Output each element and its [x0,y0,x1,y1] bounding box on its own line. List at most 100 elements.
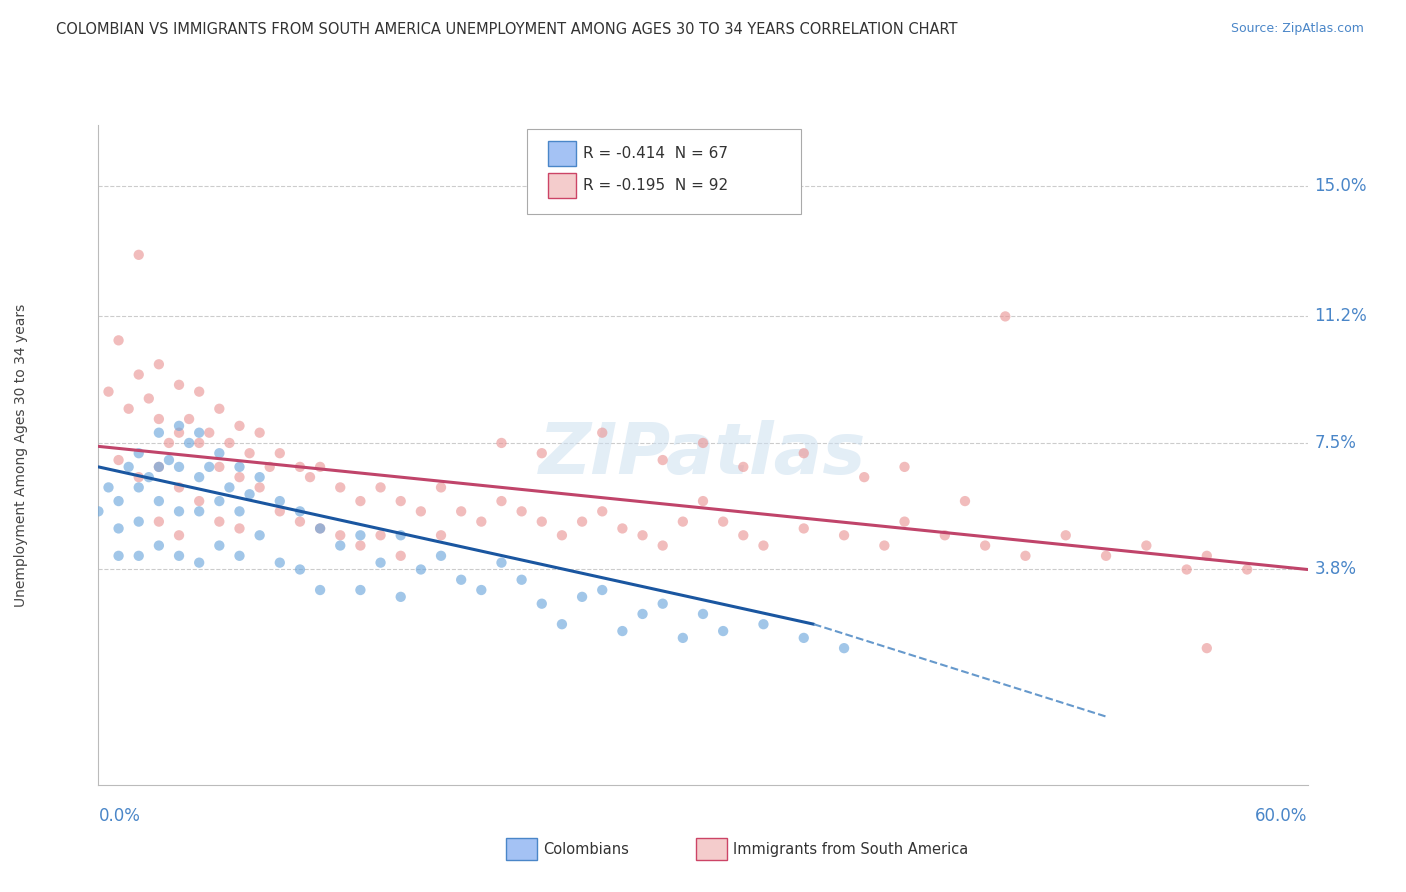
Point [530,515,553,529]
Point [591,425,613,440]
Point [208,494,231,508]
Point [128,368,150,382]
Point [349,539,371,553]
Point [188,436,211,450]
Point [470,515,492,529]
Text: R = -0.195  N = 92: R = -0.195 N = 92 [583,178,728,193]
Text: Unemployment Among Ages 30 to 34 years: Unemployment Among Ages 30 to 34 years [14,303,28,607]
Point [249,528,271,542]
Point [571,515,593,529]
Point [309,521,332,535]
Text: R = -0.414  N = 67: R = -0.414 N = 67 [583,146,728,161]
Point [157,436,180,450]
Point [953,494,976,508]
Text: ZIPatlas: ZIPatlas [540,420,866,490]
Point [208,446,231,460]
Point [228,418,250,433]
Point [651,539,673,553]
Point [128,549,150,563]
Point [974,539,997,553]
Point [188,556,211,570]
Point [349,528,371,542]
Point [733,459,755,474]
Text: Immigrants from South America: Immigrants from South America [733,842,967,856]
Point [631,528,654,542]
Point [612,521,634,535]
Point [329,539,352,553]
Point [389,528,412,542]
Point [1175,562,1198,576]
Point [510,504,533,518]
Point [269,494,291,508]
Point [329,528,352,542]
Point [1195,549,1218,563]
Point [934,528,956,542]
Point [188,504,211,518]
Point [309,582,332,597]
Point [631,607,654,621]
Point [430,549,453,563]
Point [208,401,231,416]
Point [218,480,240,494]
Point [128,446,150,460]
Point [148,357,170,371]
Point [692,436,714,450]
Point [873,539,896,553]
Point [692,607,714,621]
Point [793,521,815,535]
Point [97,480,120,494]
Point [491,494,513,508]
Point [752,539,775,553]
Point [893,459,915,474]
Point [269,504,291,518]
Point [530,446,553,460]
Point [167,549,190,563]
Point [409,504,432,518]
Text: 60.0%: 60.0% [1256,807,1308,825]
Point [128,480,150,494]
Point [239,487,262,501]
Point [651,453,673,467]
Point [491,556,513,570]
Point [228,521,250,535]
Point [612,624,634,638]
Point [198,425,221,440]
Point [349,582,371,597]
Point [450,573,472,587]
Point [167,480,190,494]
Point [389,549,412,563]
Point [288,459,311,474]
Point [793,631,815,645]
Text: Source: ZipAtlas.com: Source: ZipAtlas.com [1230,22,1364,36]
Point [87,504,110,518]
Point [228,504,250,518]
Point [269,446,291,460]
Point [1195,641,1218,656]
Point [672,515,695,529]
Point [188,384,211,399]
Point [107,334,129,348]
Point [188,494,211,508]
Point [228,549,250,563]
Point [218,436,240,450]
Point [177,436,201,450]
Point [107,521,129,535]
Point [148,425,170,440]
Point [259,459,281,474]
Point [309,459,332,474]
Point [299,470,322,484]
Point [651,597,673,611]
Point [711,515,734,529]
Point [167,377,190,392]
Point [591,582,613,597]
Point [288,504,311,518]
Point [1236,562,1258,576]
Point [97,384,120,399]
Point [249,480,271,494]
Text: 0.0%: 0.0% [98,807,141,825]
Point [1014,549,1036,563]
Point [148,515,170,529]
Point [128,248,150,262]
Point [1135,539,1157,553]
Point [711,624,734,638]
